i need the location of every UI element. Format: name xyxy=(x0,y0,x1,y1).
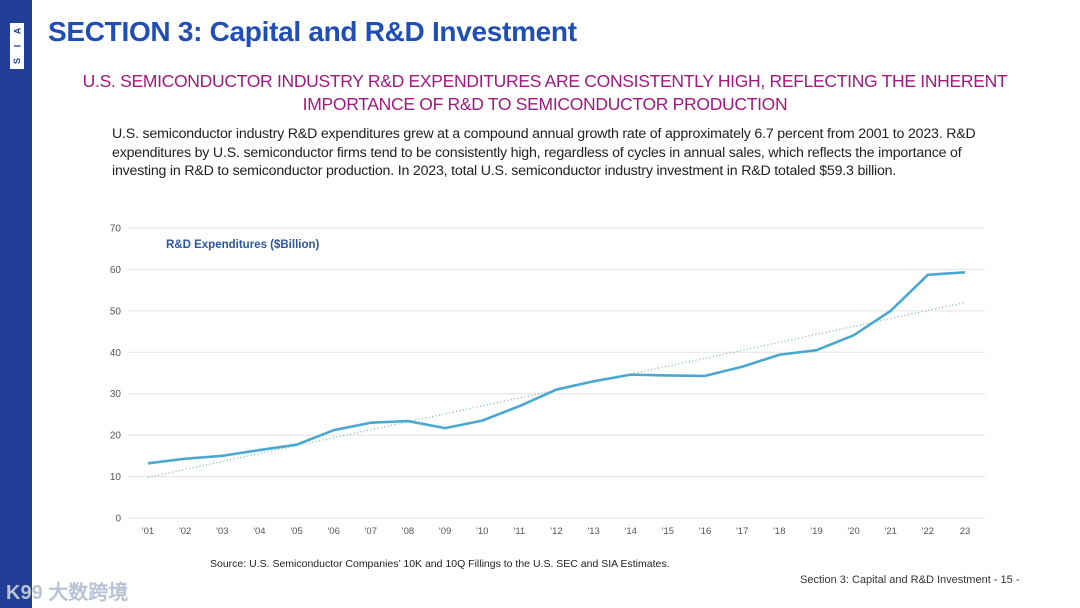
y-tick-label: 30 xyxy=(110,389,122,400)
y-tick-label: 0 xyxy=(115,514,121,525)
x-tick-label: 23 xyxy=(960,526,971,537)
chart-title: R&D Expenditures ($Billion) xyxy=(166,239,320,251)
x-tick-label: '05 xyxy=(290,526,302,537)
headline-line-1: U.S. SEMICONDUCTOR INDUSTRY R&D EXPENDIT… xyxy=(82,71,1008,91)
x-tick-label: '18 xyxy=(773,526,785,537)
x-tick-label: '01 xyxy=(142,526,154,537)
source-note: Source: U.S. Semiconductor Companies’ 10… xyxy=(210,558,670,570)
headline-line-2: IMPORTANCE OF R&D TO SEMICONDUCTOR PRODU… xyxy=(302,94,788,114)
y-tick-label: 70 xyxy=(110,224,122,235)
footer-page-label: Section 3: Capital and R&D Investment - … xyxy=(800,574,1020,586)
sia-logo: A I S xyxy=(9,22,25,70)
x-tick-label: '19 xyxy=(810,526,822,537)
x-tick-label: '17 xyxy=(736,526,748,537)
x-tick-label: '12 xyxy=(550,526,562,537)
x-tick-label: '16 xyxy=(699,526,711,537)
y-tick-label: 20 xyxy=(110,431,122,442)
x-tick-label: '21 xyxy=(885,526,897,537)
y-tick-label: 40 xyxy=(110,348,122,359)
x-tick-label: '20 xyxy=(847,526,859,537)
x-tick-label: '10 xyxy=(476,526,488,537)
x-tick-label: '14 xyxy=(625,526,637,537)
x-tick-label: '04 xyxy=(253,526,265,537)
watermark: K99 大数跨境 xyxy=(6,582,129,604)
x-tick-label: '13 xyxy=(587,526,599,537)
sidebar: A I S xyxy=(0,0,32,608)
x-tick-label: '09 xyxy=(439,526,451,537)
y-tick-label: 60 xyxy=(110,265,122,276)
x-tick-label: '03 xyxy=(216,526,228,537)
page-title: SECTION 3: Capital and R&D Investment xyxy=(48,16,577,47)
body-paragraph: U.S. semiconductor industry R&D expendit… xyxy=(112,126,976,179)
x-tick-label: '15 xyxy=(662,526,674,537)
x-tick-label: '02 xyxy=(179,526,191,537)
x-tick-label: '08 xyxy=(402,526,414,537)
x-tick-label: '06 xyxy=(327,526,339,537)
x-tick-label: '11 xyxy=(514,526,526,537)
y-tick-label: 10 xyxy=(110,472,122,483)
x-tick-label: '07 xyxy=(365,526,377,537)
headline: U.S. SEMICONDUCTOR INDUSTRY R&D EXPENDIT… xyxy=(60,70,1030,116)
y-tick-label: 50 xyxy=(110,306,122,317)
x-tick-label: '22 xyxy=(922,526,934,537)
